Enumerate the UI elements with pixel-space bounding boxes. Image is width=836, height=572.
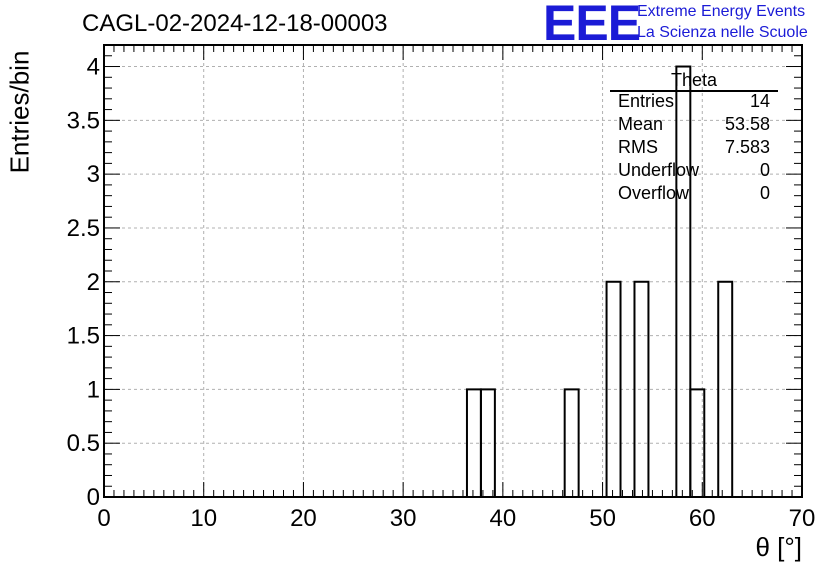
stats-row: Entries 14	[610, 91, 778, 114]
x-tick-label: 10	[190, 505, 217, 532]
stats-label: Entries	[618, 91, 675, 111]
y-tick-label: 3.5	[67, 107, 100, 134]
x-tick-label: 60	[689, 505, 716, 532]
y-tick-label: 0	[87, 484, 100, 511]
y-tick-label: 1.5	[67, 323, 100, 350]
stats-label: Overflow	[618, 183, 690, 203]
stats-value: 7.583	[724, 137, 770, 157]
stats-label: RMS	[618, 137, 658, 157]
y-tick-label: 1	[87, 376, 100, 403]
stats-row: Mean 53.58	[610, 114, 778, 137]
y-axis-label: Entries/bin	[4, 50, 35, 174]
stats-name-row: Theta	[610, 70, 778, 92]
stats-value: 0	[759, 183, 770, 203]
stats-divider	[610, 90, 778, 92]
x-tick-label: 50	[589, 505, 616, 532]
y-tick-label: 3	[87, 161, 100, 188]
x-tick-label: 0	[97, 505, 110, 532]
stats-value: 53.58	[724, 114, 770, 134]
stats-box: Theta Entries 14 Mean 53.58 RMS 7.583 Under…	[610, 70, 778, 206]
stats-name: Theta	[670, 70, 718, 90]
stats-row: RMS 7.583	[610, 137, 778, 160]
x-axis-label: θ [°]	[755, 532, 802, 562]
y-tick-label: 0.5	[67, 430, 100, 457]
stats-value: 0	[759, 160, 770, 180]
stats-row: Overflow 0	[610, 183, 778, 206]
logo-line-2: La Scienza nelle Scuole	[637, 24, 808, 41]
chart-title: CAGL-02-2024-12-18-00003	[82, 10, 388, 37]
stats-label: Underflow	[618, 160, 700, 180]
x-tick-label: 70	[789, 505, 816, 532]
stats-label: Mean	[618, 114, 664, 134]
eee-logo: EEE	[543, 0, 641, 51]
logo-line-1: Extreme Energy Events	[637, 3, 806, 20]
x-tick-label: 40	[490, 505, 517, 532]
x-tick-label: 30	[390, 505, 417, 532]
stats-value: 14	[749, 91, 770, 111]
y-tick-label: 4	[87, 54, 100, 81]
stats-row: Underflow 0	[610, 160, 778, 183]
x-tick-label: 20	[290, 505, 317, 532]
y-tick-label: 2.5	[67, 215, 100, 242]
y-tick-label: 2	[87, 269, 100, 296]
